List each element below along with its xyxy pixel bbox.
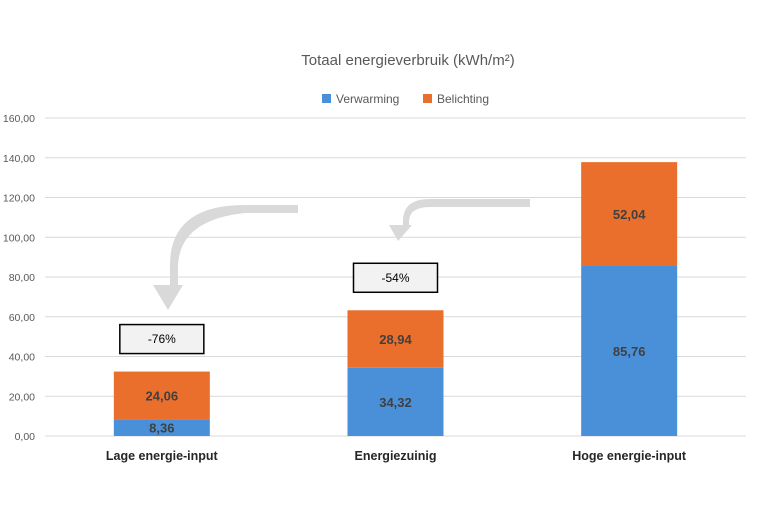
reduction-arrow-right [389, 199, 530, 241]
data-label-belichting: 24,06 [146, 388, 179, 403]
legend: Verwarming Belichting [322, 92, 489, 106]
legend-swatch-belichting [423, 94, 432, 103]
bar-verwarming [581, 265, 678, 436]
bar-verwarming [347, 367, 444, 436]
reduction-label: -54% [381, 271, 409, 285]
reduction-arrows [153, 199, 530, 310]
chart-title: Totaal energieverbruik (kWh/m²) [301, 52, 514, 69]
reduction-annotations: -76% -54% [119, 262, 439, 355]
reduction-label: -76% [148, 332, 176, 346]
y-tick-label: 160,00 [3, 113, 35, 125]
category-label: Lage energie-input [106, 449, 219, 463]
legend-label-verwarming: Verwarming [336, 92, 399, 106]
y-tick-label: 140,00 [3, 153, 35, 165]
bar-belichting [347, 310, 444, 368]
y-tick-label: 60,00 [9, 312, 35, 324]
legend-swatch-verwarming [322, 94, 331, 103]
y-tick-label: 40,00 [9, 352, 35, 364]
category-label: Hoge energie-input [572, 449, 687, 463]
y-tick-label: 20,00 [9, 391, 35, 403]
data-label-verwarming: 34,32 [379, 395, 412, 410]
category-label: Energiezuinig [355, 449, 437, 463]
bar-belichting [581, 162, 678, 266]
reduction-arrow-left [153, 205, 298, 310]
data-label-verwarming: 85,76 [613, 344, 646, 359]
data-label-belichting: 28,94 [379, 332, 412, 347]
data-labels: 8,36 24,06 34,32 28,94 85,76 52,04 [146, 207, 647, 436]
y-tick-label: 0,00 [15, 431, 36, 443]
data-label-verwarming: 8,36 [149, 421, 174, 436]
data-label-belichting: 52,04 [613, 207, 646, 222]
y-tick-label: 80,00 [9, 272, 35, 284]
y-tick-label: 100,00 [3, 232, 35, 244]
legend-label-belichting: Belichting [437, 92, 489, 106]
bars [113, 162, 678, 436]
x-axis-category-labels: Lage energie-input Energiezuinig Hoge ener… [106, 449, 687, 463]
bar-belichting [113, 371, 210, 420]
y-tick-label: 120,00 [3, 193, 35, 205]
y-axis-tick-labels: 0,00 20,00 40,00 60,00 80,00 100,00 120,00 140,… [3, 113, 35, 443]
reduction-box [352, 262, 439, 294]
bar-verwarming [113, 419, 210, 436]
reduction-box [119, 323, 205, 355]
